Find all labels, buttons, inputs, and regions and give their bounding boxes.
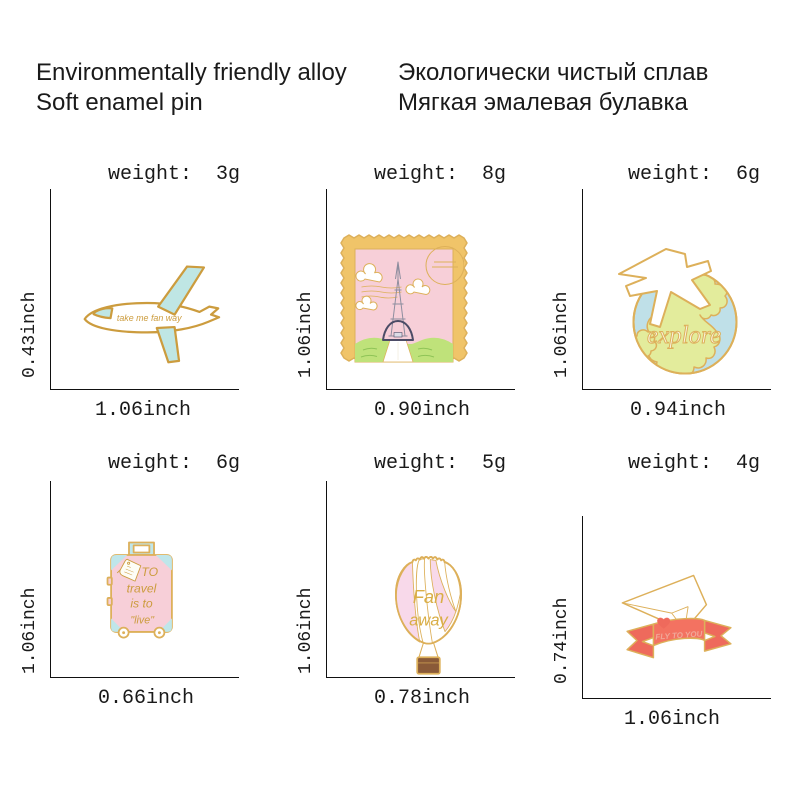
svg-text:take me fan way: take me fan way [117,313,182,323]
svg-text:travel: travel [127,582,157,596]
svg-text:away: away [409,612,449,630]
svg-text:is to: is to [130,597,153,611]
svg-text:TO: TO [141,565,158,579]
svg-text:"live": "live" [130,614,155,626]
svg-text:Fan: Fan [413,586,444,607]
